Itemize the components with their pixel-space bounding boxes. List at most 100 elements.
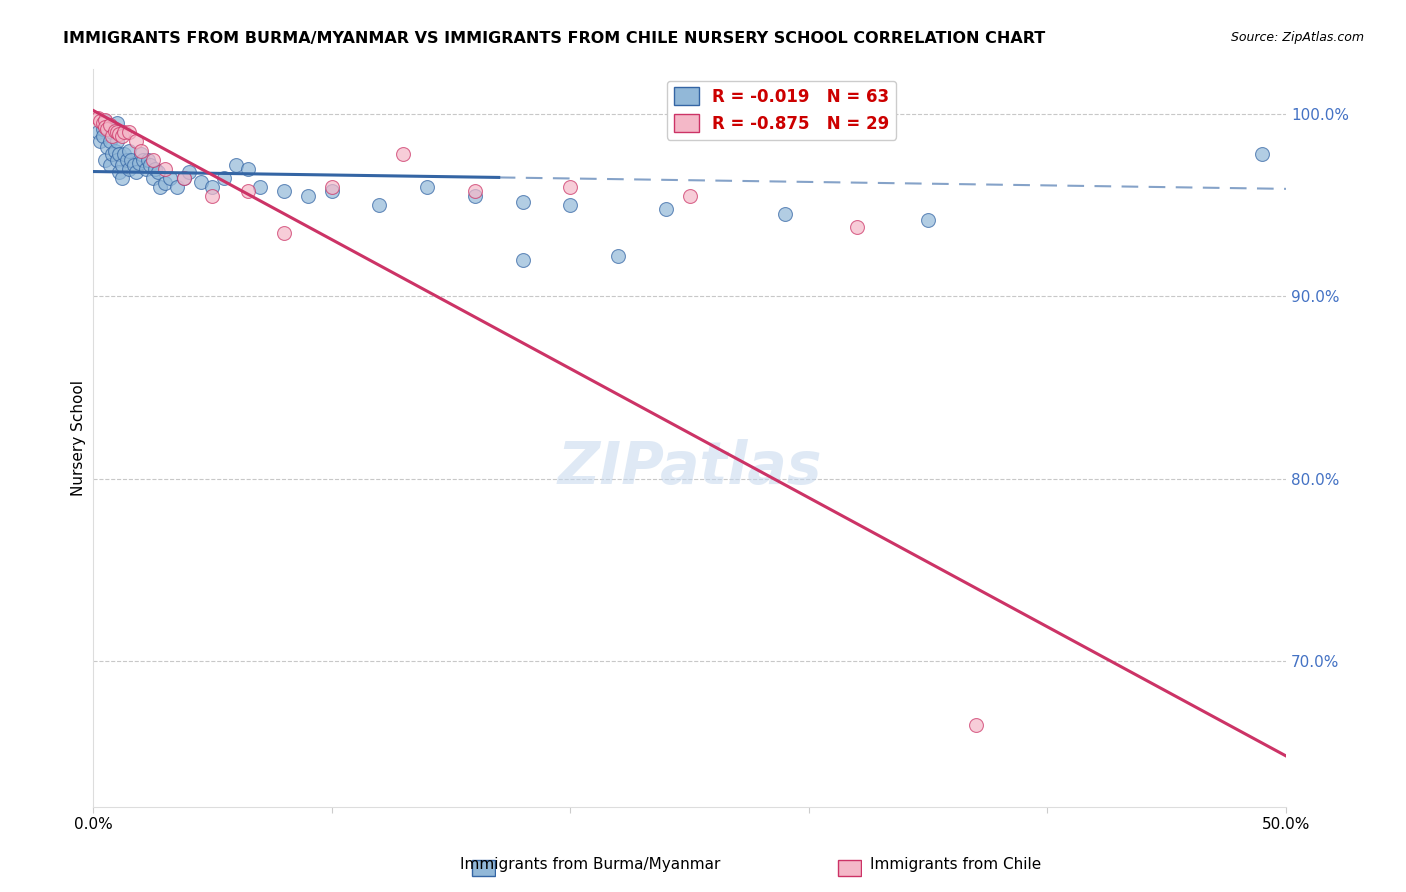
Point [125,165,148,179]
Point [115,153,138,167]
Point [118,125,141,139]
Point [238,161,260,176]
Point [560,180,582,194]
Point [249,180,271,194]
Point [98,118,121,132]
Point [654,202,676,216]
Point [118,161,141,176]
Point [105,125,128,139]
Point [464,184,486,198]
Bar [838,860,860,876]
Point [512,252,534,267]
Point [845,220,868,235]
Point [166,180,188,194]
Point [132,153,155,167]
Point [104,144,127,158]
Point [142,170,165,185]
Point [190,175,212,189]
Point [464,189,486,203]
Bar [472,860,495,876]
Point [94,120,117,134]
Text: Immigrants from Chile: Immigrants from Chile [870,857,1042,872]
Point [96,140,118,154]
Point [96,120,118,134]
Point [1251,147,1274,161]
Point [91,128,114,143]
Point [201,180,224,194]
Point [91,121,114,136]
Point [108,165,131,179]
Point [135,161,157,176]
Point [101,125,124,139]
Point [143,161,166,176]
Point [101,147,124,161]
Point [111,158,134,172]
Point [297,189,319,203]
Point [136,153,159,167]
Point [214,170,236,185]
Point [111,128,134,143]
Point [89,135,111,149]
Point [94,153,117,167]
Point [94,114,117,128]
Point [98,135,121,149]
Point [98,158,121,172]
Point [94,112,117,127]
Point [321,184,343,198]
Point [129,147,152,161]
Point [146,165,169,179]
Y-axis label: Nursery School: Nursery School [72,380,86,496]
Text: ZIPatlas: ZIPatlas [557,439,823,496]
Text: Source: ZipAtlas.com: Source: ZipAtlas.com [1230,31,1364,45]
Point [917,212,939,227]
Point [512,194,534,209]
Point [142,153,165,167]
Point [101,128,124,143]
Point [273,184,295,198]
Point [129,144,152,158]
Point [108,127,131,141]
Point [173,170,195,185]
Text: Immigrants from Burma/Myanmar: Immigrants from Burma/Myanmar [460,857,721,872]
Point [238,184,260,198]
Point [111,170,134,185]
Point [104,123,127,137]
Point [177,165,200,179]
Point [112,125,135,139]
Point [122,158,145,172]
Point [105,135,128,149]
Point [108,147,131,161]
Point [173,170,195,185]
Point [87,125,110,139]
Point [416,180,439,194]
Point [201,189,224,203]
Point [87,111,110,125]
Point [105,153,128,167]
Legend: R = -0.019   N = 63, R = -0.875   N = 29: R = -0.019 N = 63, R = -0.875 N = 29 [666,80,896,139]
Point [607,249,630,263]
Point [96,121,118,136]
Point [105,116,128,130]
Point [225,158,247,172]
Point [321,180,343,194]
Point [392,147,415,161]
Point [149,180,172,194]
Point [112,147,135,161]
Point [273,226,295,240]
Point [965,718,987,732]
Point [678,189,700,203]
Text: IMMIGRANTS FROM BURMA/MYANMAR VS IMMIGRANTS FROM CHILE NURSERY SCHOOL CORRELATIO: IMMIGRANTS FROM BURMA/MYANMAR VS IMMIGRA… [63,31,1046,46]
Point [120,153,142,167]
Point [159,170,181,185]
Point [125,135,148,149]
Point [128,156,150,170]
Point [368,198,391,212]
Point [139,158,162,172]
Point [104,121,127,136]
Point [153,161,176,176]
Point [773,207,796,221]
Point [153,177,176,191]
Point [89,114,111,128]
Point [91,116,114,130]
Point [118,144,141,158]
